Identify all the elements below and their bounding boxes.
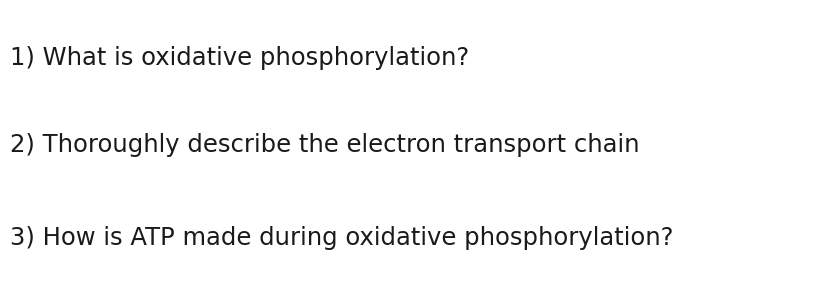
Text: 2) Thoroughly describe the electron transport chain: 2) Thoroughly describe the electron tran… <box>10 133 638 157</box>
Text: 1) What is oxidative phosphorylation?: 1) What is oxidative phosphorylation? <box>10 46 469 70</box>
Text: 3) How is ATP made during oxidative phosphorylation?: 3) How is ATP made during oxidative phos… <box>10 226 672 250</box>
